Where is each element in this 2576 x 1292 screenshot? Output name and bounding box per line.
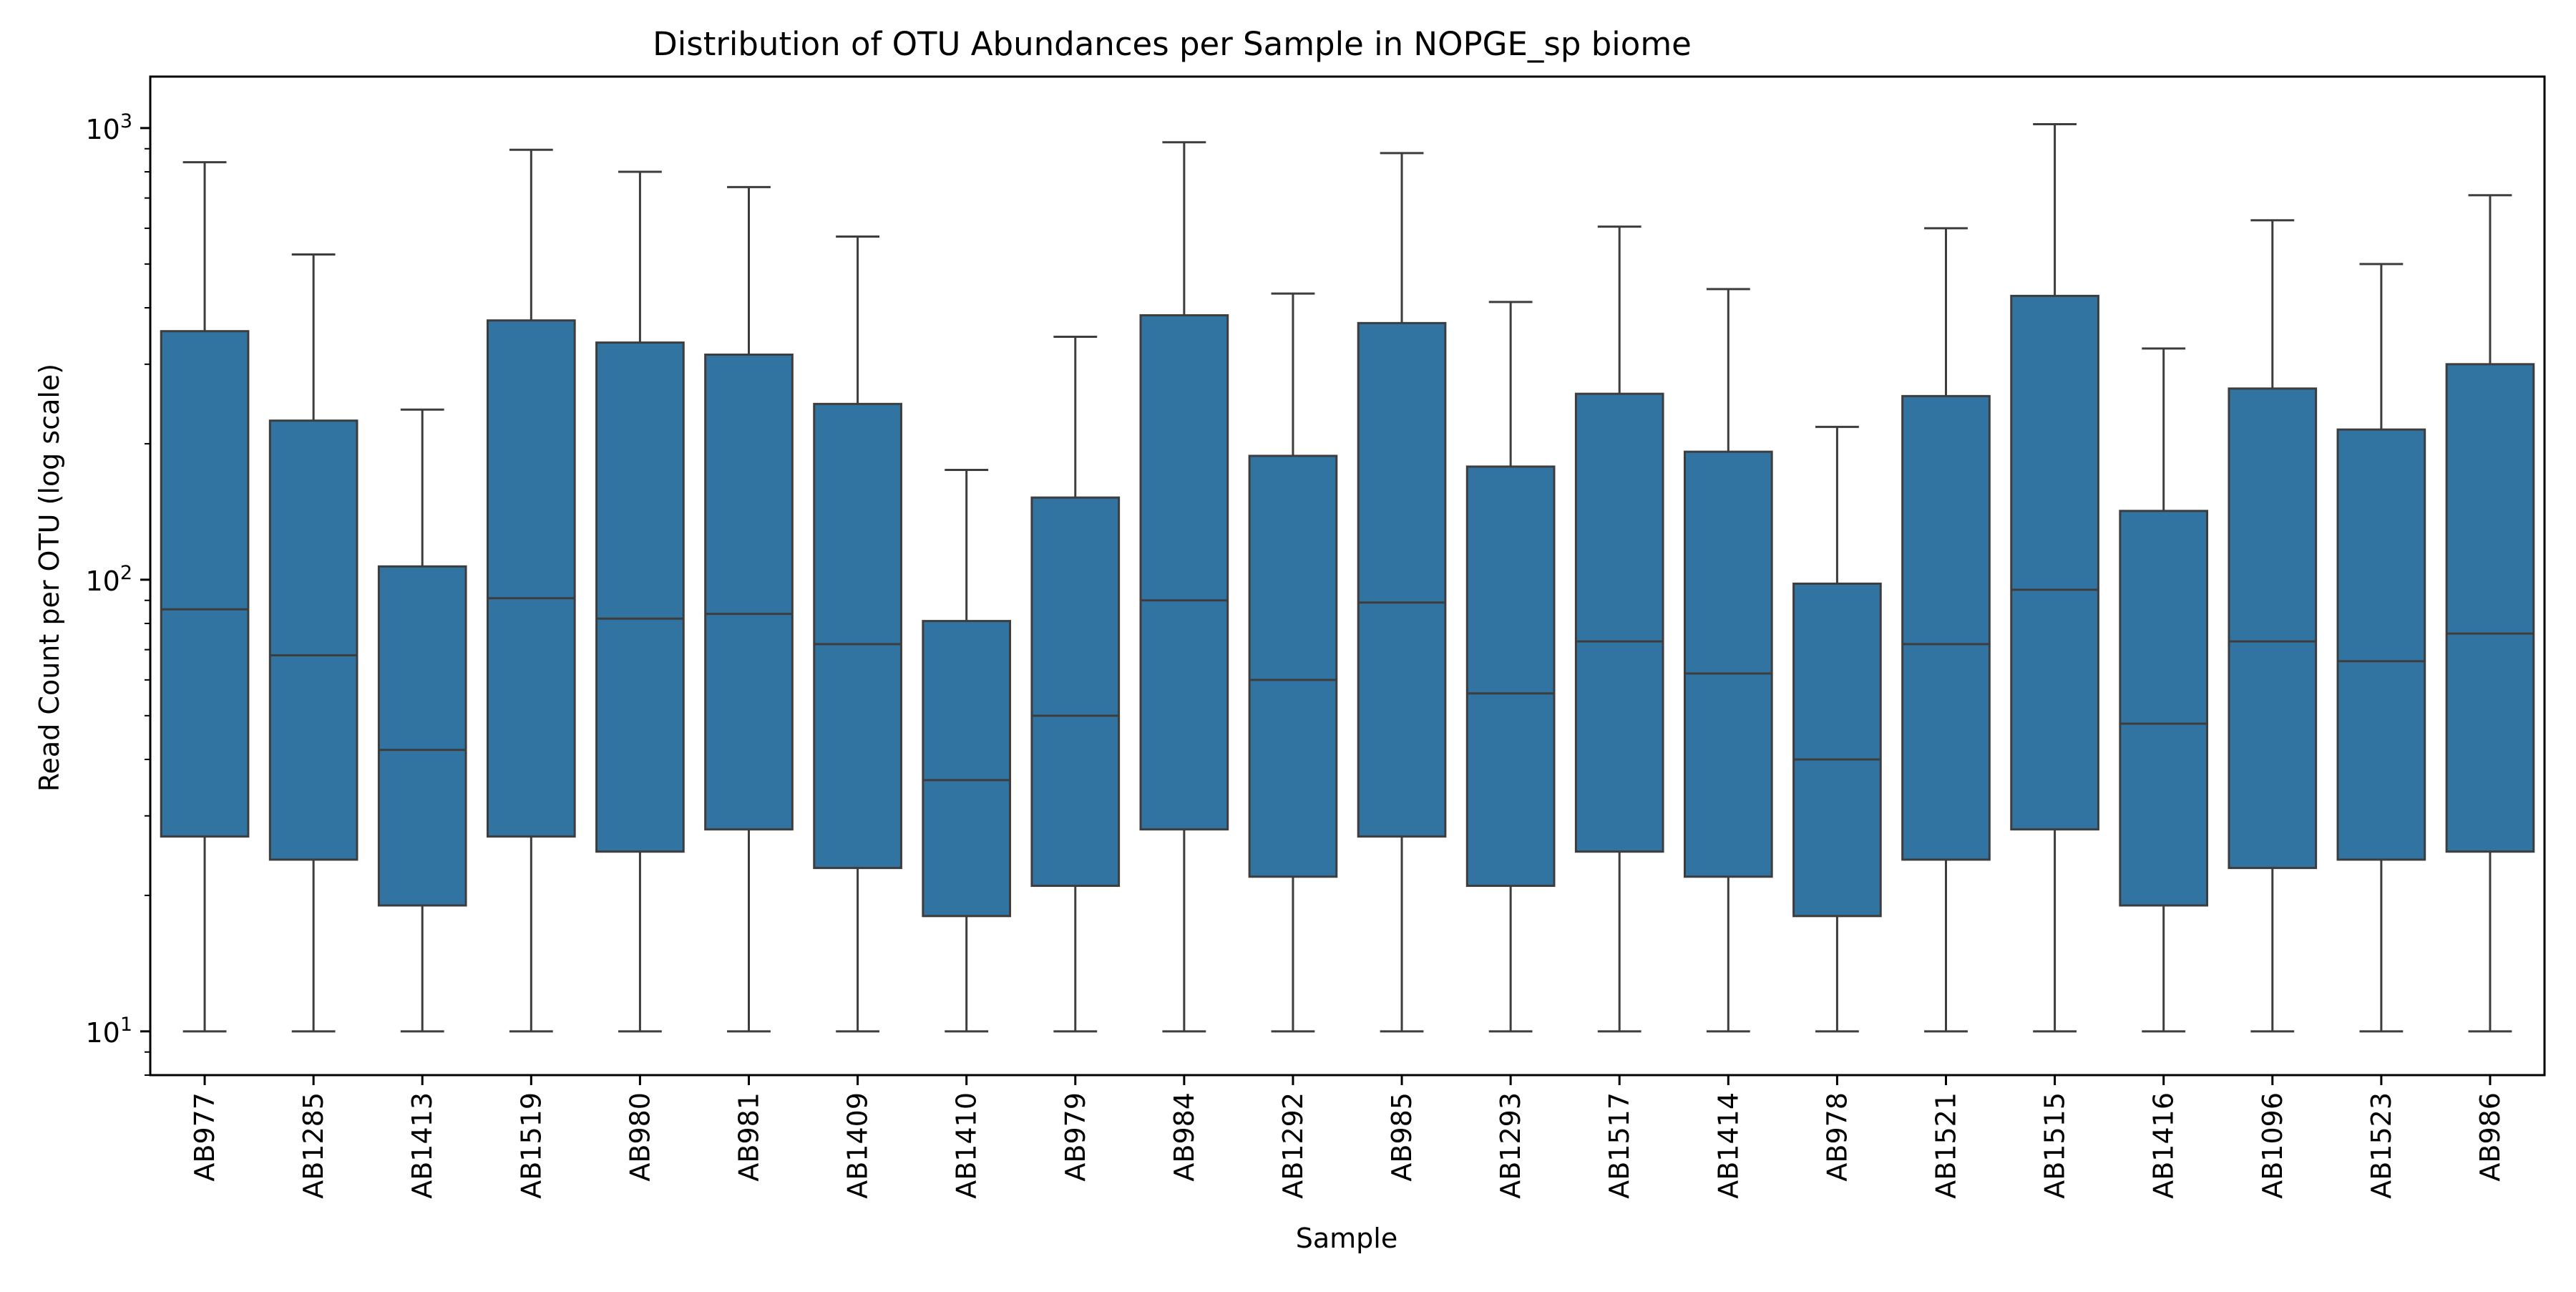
box-AB986 <box>2445 194 2535 1033</box>
box-AB1096 <box>2228 219 2318 1033</box>
box-AB985 <box>1357 152 1447 1033</box>
box-AB1285 <box>268 253 358 1033</box>
iqr-box <box>2119 510 2209 907</box>
iqr-box <box>704 353 794 831</box>
iqr-box <box>1574 392 1664 853</box>
x-tick-label-AB1517: AB1517 <box>1604 1092 1635 1199</box>
x-tick-label-AB985: AB985 <box>1386 1092 1418 1182</box>
x-tick-label-AB1410: AB1410 <box>951 1092 982 1199</box>
box-marks <box>160 122 2535 1033</box>
x-tick-label-AB984: AB984 <box>1169 1092 1200 1182</box>
box-AB1515 <box>2010 122 2099 1033</box>
iqr-box <box>922 620 1012 918</box>
box-AB1517 <box>1574 225 1664 1033</box>
iqr-box <box>160 330 250 838</box>
box-AB984 <box>1139 141 1229 1033</box>
chart-title: Distribution of OTU Abundances per Sampl… <box>653 25 1692 63</box>
box-AB1519 <box>486 148 576 1033</box>
iqr-box <box>1357 321 1447 838</box>
x-tick-label-AB979: AB979 <box>1060 1092 1091 1182</box>
iqr-box <box>1683 450 1773 878</box>
iqr-box <box>813 402 902 870</box>
x-tick-label-AB1519: AB1519 <box>515 1092 547 1199</box>
y-axis-label: Read Count per OTU (log scale) <box>34 364 65 792</box>
x-axis-ticks: AB977 AB1285 AB1413 AB1519 AB980 AB981 AB1409 A… <box>189 1075 2506 1199</box>
x-tick-label-AB1521: AB1521 <box>1931 1092 1962 1199</box>
iqr-box <box>2445 363 2535 853</box>
box-AB1523 <box>2336 263 2426 1033</box>
box-AB1413 <box>377 408 467 1033</box>
x-tick-label-AB1293: AB1293 <box>1495 1092 1526 1199</box>
box-AB1416 <box>2119 347 2209 1033</box>
iqr-box <box>1465 465 1556 888</box>
box-AB977 <box>160 161 250 1033</box>
x-tick-label-AB1096: AB1096 <box>2257 1092 2288 1199</box>
iqr-box <box>1248 455 1338 878</box>
y-axis-ticks: 101 102 103 <box>85 110 150 1076</box>
y-tick-label: 103 <box>85 110 132 145</box>
x-axis-label: Sample <box>1296 1223 1397 1254</box>
iqr-box <box>486 319 576 838</box>
x-tick-label-AB981: AB981 <box>733 1092 765 1182</box>
box-AB981 <box>704 185 794 1033</box>
x-tick-label-AB1515: AB1515 <box>2039 1092 2071 1199</box>
iqr-box <box>2336 428 2426 861</box>
box-AB1293 <box>1465 301 1556 1033</box>
iqr-box <box>1901 394 1991 861</box>
plot-area-frame <box>149 75 2546 1077</box>
box-AB1414 <box>1683 288 1773 1033</box>
iqr-box <box>595 341 685 853</box>
x-tick-label-AB1414: AB1414 <box>1712 1092 1744 1199</box>
x-tick-label-AB1285: AB1285 <box>298 1092 329 1199</box>
x-tick-label-AB1523: AB1523 <box>2366 1092 2397 1199</box>
x-tick-label-AB1413: AB1413 <box>406 1092 438 1199</box>
box-AB978 <box>1792 425 1882 1033</box>
iqr-box <box>1030 496 1121 888</box>
y-tick-label: 102 <box>85 562 132 597</box>
iqr-box <box>268 419 358 861</box>
x-tick-label-AB1409: AB1409 <box>842 1092 874 1199</box>
x-tick-label-AB986: AB986 <box>2474 1092 2506 1182</box>
x-tick-label-AB980: AB980 <box>624 1092 655 1182</box>
iqr-box <box>2010 294 2099 831</box>
iqr-box <box>1792 582 1882 918</box>
y-tick-label: 101 <box>85 1014 132 1049</box>
box-AB1409 <box>813 235 902 1033</box>
iqr-box <box>2228 387 2318 870</box>
box-AB1292 <box>1248 292 1338 1033</box>
x-tick-label-AB1416: AB1416 <box>2148 1092 2180 1199</box>
x-tick-label-AB1292: AB1292 <box>1277 1092 1309 1199</box>
box-AB1410 <box>922 469 1012 1033</box>
iqr-box <box>1139 314 1229 831</box>
box-AB1521 <box>1901 227 1991 1033</box>
box-AB980 <box>595 170 685 1033</box>
x-tick-label-AB977: AB977 <box>189 1092 220 1182</box>
x-tick-label-AB978: AB978 <box>1821 1092 1853 1182</box>
box-AB979 <box>1030 336 1121 1033</box>
iqr-box <box>377 565 467 907</box>
